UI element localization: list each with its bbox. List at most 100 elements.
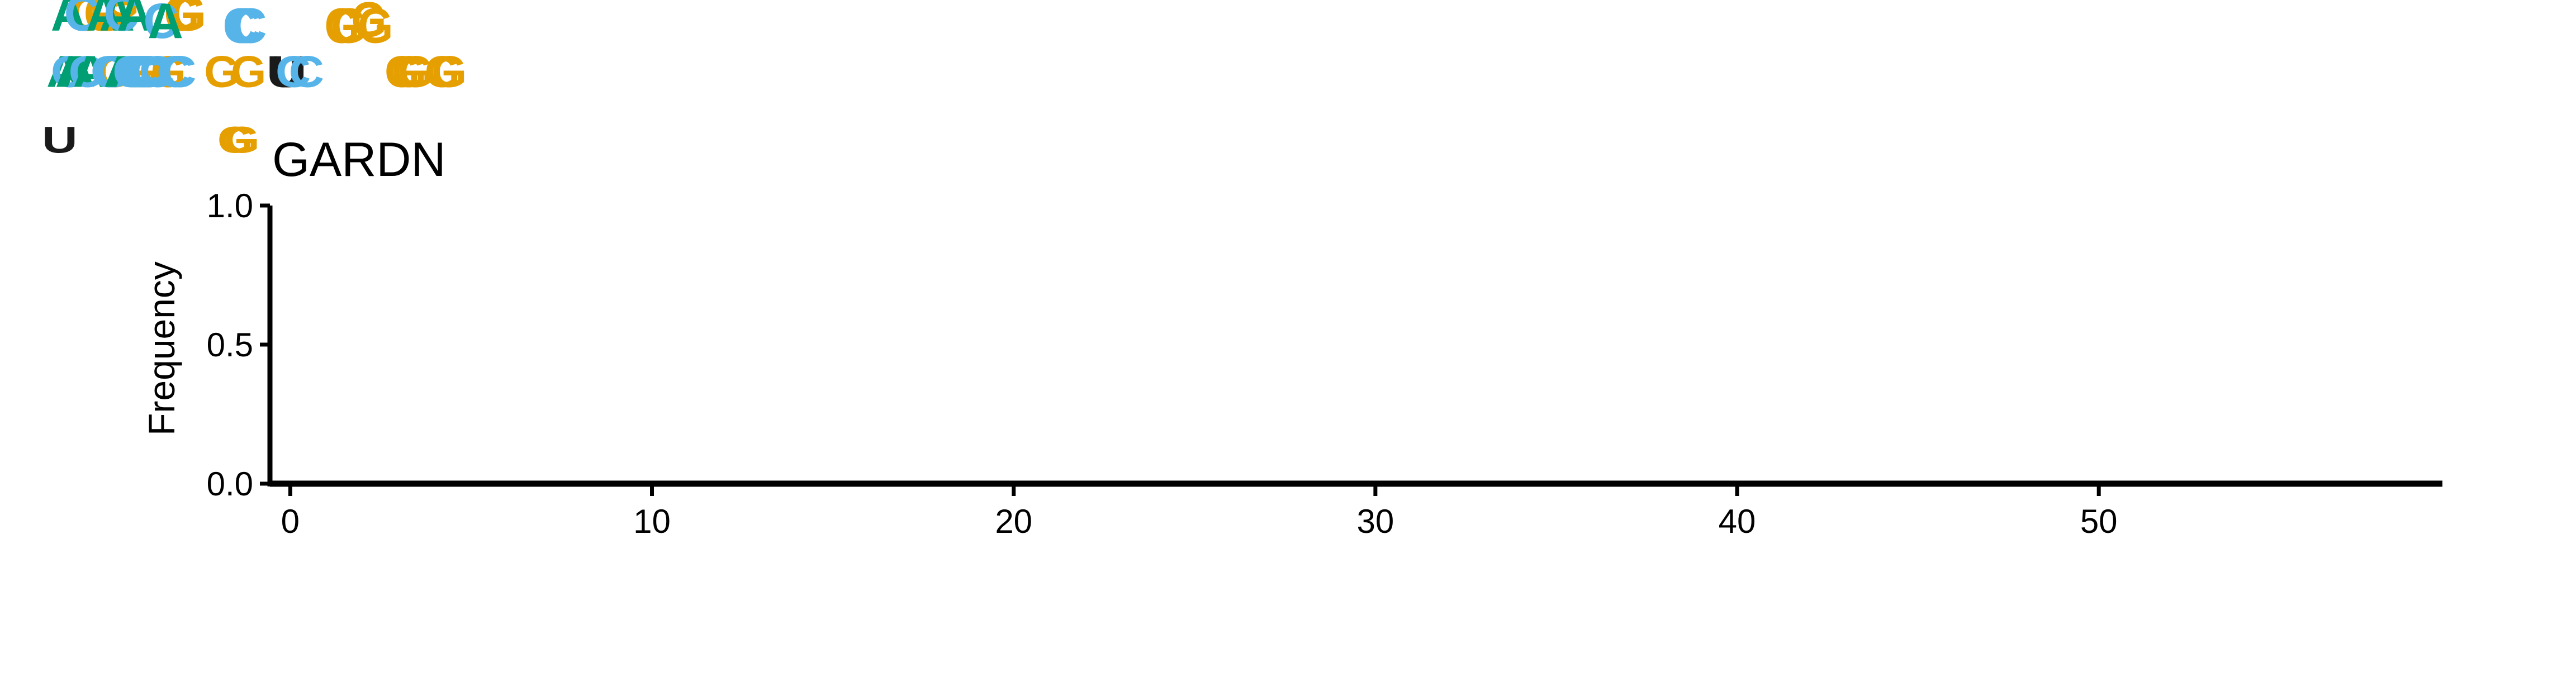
logo-letter-pos54-1: G [411,0,447,9]
logo-letter-pos55-0: C [276,46,311,97]
logo-letter-pos12-0: G [131,47,166,97]
logo-letter-pos15-0: G [150,47,186,97]
logo-letter-pos15-2: A [99,0,135,41]
logo-letter-pos56-0: G [425,47,460,97]
logo-letter-pos58-1: U [289,0,324,9]
logo-letter-pos5-1: C [55,0,91,9]
x-tick-label-30: 30 [1356,503,1394,540]
logo-letter-pos14-0: C [95,46,130,97]
logo-letter-pos8-0: C [68,46,103,97]
logo-letter-pos24-1: G [211,0,246,9]
logo-letter-pos52-0: G [398,47,433,97]
logo-letter-pos51-0: G [391,47,426,97]
logo-letter-pos52-1: U [262,0,297,9]
x-tick-label-40: 40 [1719,503,1756,540]
axes: 0.0 0.5 1.0 0 10 20 30 40 50 [207,187,2442,540]
logo-letter-pos51-1: U [258,0,293,9]
logo-letter-pos9-0: A [73,46,108,97]
logo-letter-pos46-0: G [358,0,393,54]
logo-letter-pos53-1: C [267,0,302,9]
x-tick-label-50: 50 [2080,503,2118,540]
logo-letter-pos10-1: C [77,0,112,9]
chart-title: GARDN [272,133,446,187]
logo-letter-pos11-1: C [82,0,117,9]
logo-letter-pos17-2: G [164,0,199,41]
logo-letter-pos12-1: A [86,0,121,9]
logo-letter-pos2-0: U [42,119,77,161]
logo-letter-pos16-2: C [104,0,139,41]
logo-letter-pos50-0: G [385,47,420,97]
logo-letter-pos41-0: G [324,0,359,54]
logo-letter-pos28-0: C [156,46,192,97]
logo-letter-pos16-1: C [104,0,139,9]
logo-letter-pos13-0: C [91,46,126,97]
logo-letter-pos9-1: C [73,0,108,9]
logo-letter-pos58-0: C [289,46,324,97]
logo-letter-pos56-1: U [280,0,315,9]
logo-letter-pos4-2: A [51,0,86,41]
logo-letter-pos27-1: C [152,0,187,9]
logo-letter-pos10-0: G [117,47,153,97]
logo-letter-pos26-1: A [148,0,183,49]
logo-letter-pos20-1: A [121,0,156,9]
x-tick-label-20: 20 [995,503,1032,540]
logo-letter-pos54-0: U [271,46,306,97]
logo-letter-pos29-1: G [244,0,279,9]
logo-letter-pos21-0: C [126,46,161,97]
logo-letter-pos25-0: G [217,120,253,161]
x-tick-label-10: 10 [633,503,671,540]
logo-letter-pos19-1: A [117,0,152,9]
logo-letters: CCACUGCAACGUCCAUACGUAAGUGACUCGUGACUUGCCU… [42,0,467,161]
logo-letter-pos53-0: U [267,46,302,97]
logo-letter-pos18-2: G [170,0,206,41]
logo-letter-pos55-1: G [418,0,453,9]
logo-letter-pos12-2: A [86,0,121,41]
logo-letter-pos13-1: A [91,0,126,9]
logo-letter-pos7-2: C [64,0,99,41]
logo-letter-pos28-1: G [238,0,273,9]
logo-letter-pos18-1: G [170,0,206,9]
logo-letter-pos7-1: A [64,0,99,9]
logo-letter-pos11-0: G [124,47,159,97]
logo-letter-pos16-0: A [104,46,139,97]
logo-letter-pos3-2: G [70,0,106,41]
logo-letter-pos5-2: G [84,0,119,41]
logo-letter-pos27-0: G [231,47,266,97]
logo-letter-pos42-0: G [331,0,366,54]
logo-letter-pos4-1: C [51,0,86,9]
logo-letter-pos24-0: C [139,46,174,97]
logo-letter-pos6-2: G [91,0,126,41]
logo-letter-pos8-1: G [104,0,139,9]
logo-letter-pos29-0: C [161,46,196,97]
y-tick-label-1.0: 1.0 [207,187,253,225]
logo-letter-pos21-1: G [191,0,226,9]
logo-letter-pos8-3: G [104,0,139,29]
logo-letter-pos50-1: U [254,0,289,9]
logo-letter-pos5-0: A [55,46,91,97]
logo-letter-pos15-1: A [99,0,135,9]
logo-letter-pos22-1: G [197,0,233,9]
logo-letter-pos6-1: A [60,0,95,9]
logo-letter-pos45-0: C [231,0,267,53]
logo-letter-pos4-0: C [51,46,86,97]
logo-letter-pos57-0: G [431,47,467,97]
logo-letter-pos7-0: G [97,47,132,97]
y-tick-label-0.0: 0.0 [207,465,253,503]
logo-letter-pos23-1: A [135,0,170,9]
logo-letter-pos3-0: A [46,46,82,97]
logo-letter-pos14-1: G [144,0,179,9]
logo-letter-pos20-0: C [121,46,156,97]
logo-letter-pos25-1: C [143,0,178,49]
logo-letter-pos19-2: A [117,0,152,41]
logo-letter-pos3-1: C [46,0,82,9]
logo-letter-pos45-1: G [351,0,386,47]
y-tick-label-0.5: 0.5 [207,326,253,364]
x-tick-label-0: 0 [281,503,300,540]
logo-letter-pos18-0: C [112,46,148,97]
logo-letter-pos17-1: C [108,0,143,9]
logo-letter-pos23-0: G [204,47,239,97]
logo-letter-pos22-0: C [130,46,165,97]
logo-letter-pos43-0: C [222,0,258,53]
logo-letter-pos44-0: C [227,0,262,53]
